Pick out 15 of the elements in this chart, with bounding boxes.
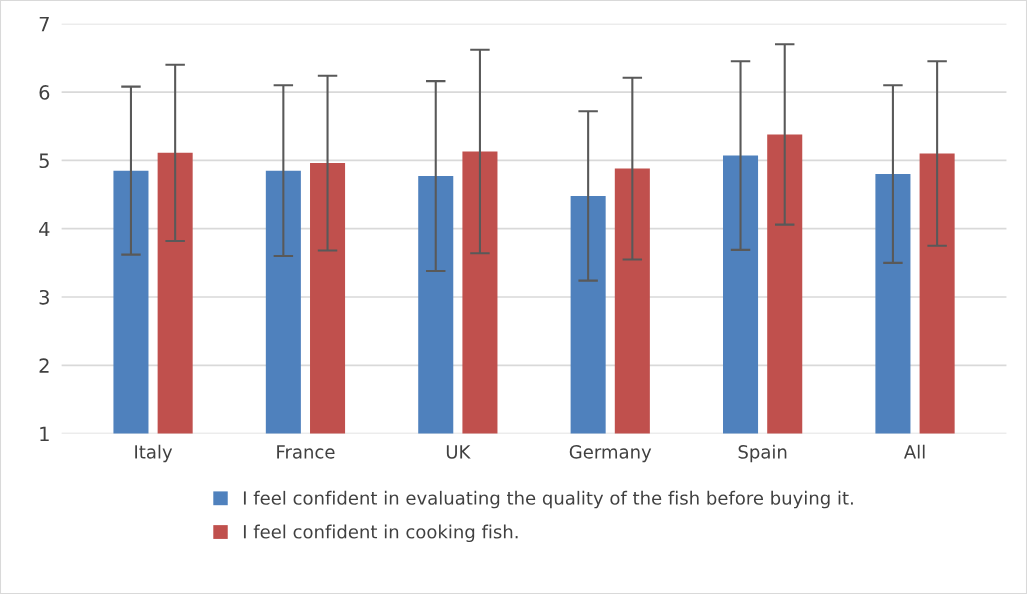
y-tick-label: 4 (39, 221, 50, 237)
y-tick-label: 3 (39, 289, 49, 305)
x-tick-label: All (903, 444, 925, 459)
y-tick-label: 7 (39, 16, 49, 32)
y-tick-label: 2 (39, 358, 49, 373)
x-tick-label: Spain (738, 444, 787, 463)
y-tick-label: 1 (40, 426, 49, 442)
y-tick-label: 5 (39, 153, 49, 169)
x-tick-label: France (277, 445, 335, 459)
legend-label: I feel confident in evaluating the quality of the fish before buying it. (243, 490, 853, 509)
x-tick-label: Italy (135, 444, 173, 463)
x-tick-label: UK (446, 445, 471, 459)
legend-label: I feel confident in cooking fish. (243, 524, 518, 543)
x-tick-label: Germany (569, 445, 652, 463)
y-tick-label: 6 (39, 85, 50, 100)
